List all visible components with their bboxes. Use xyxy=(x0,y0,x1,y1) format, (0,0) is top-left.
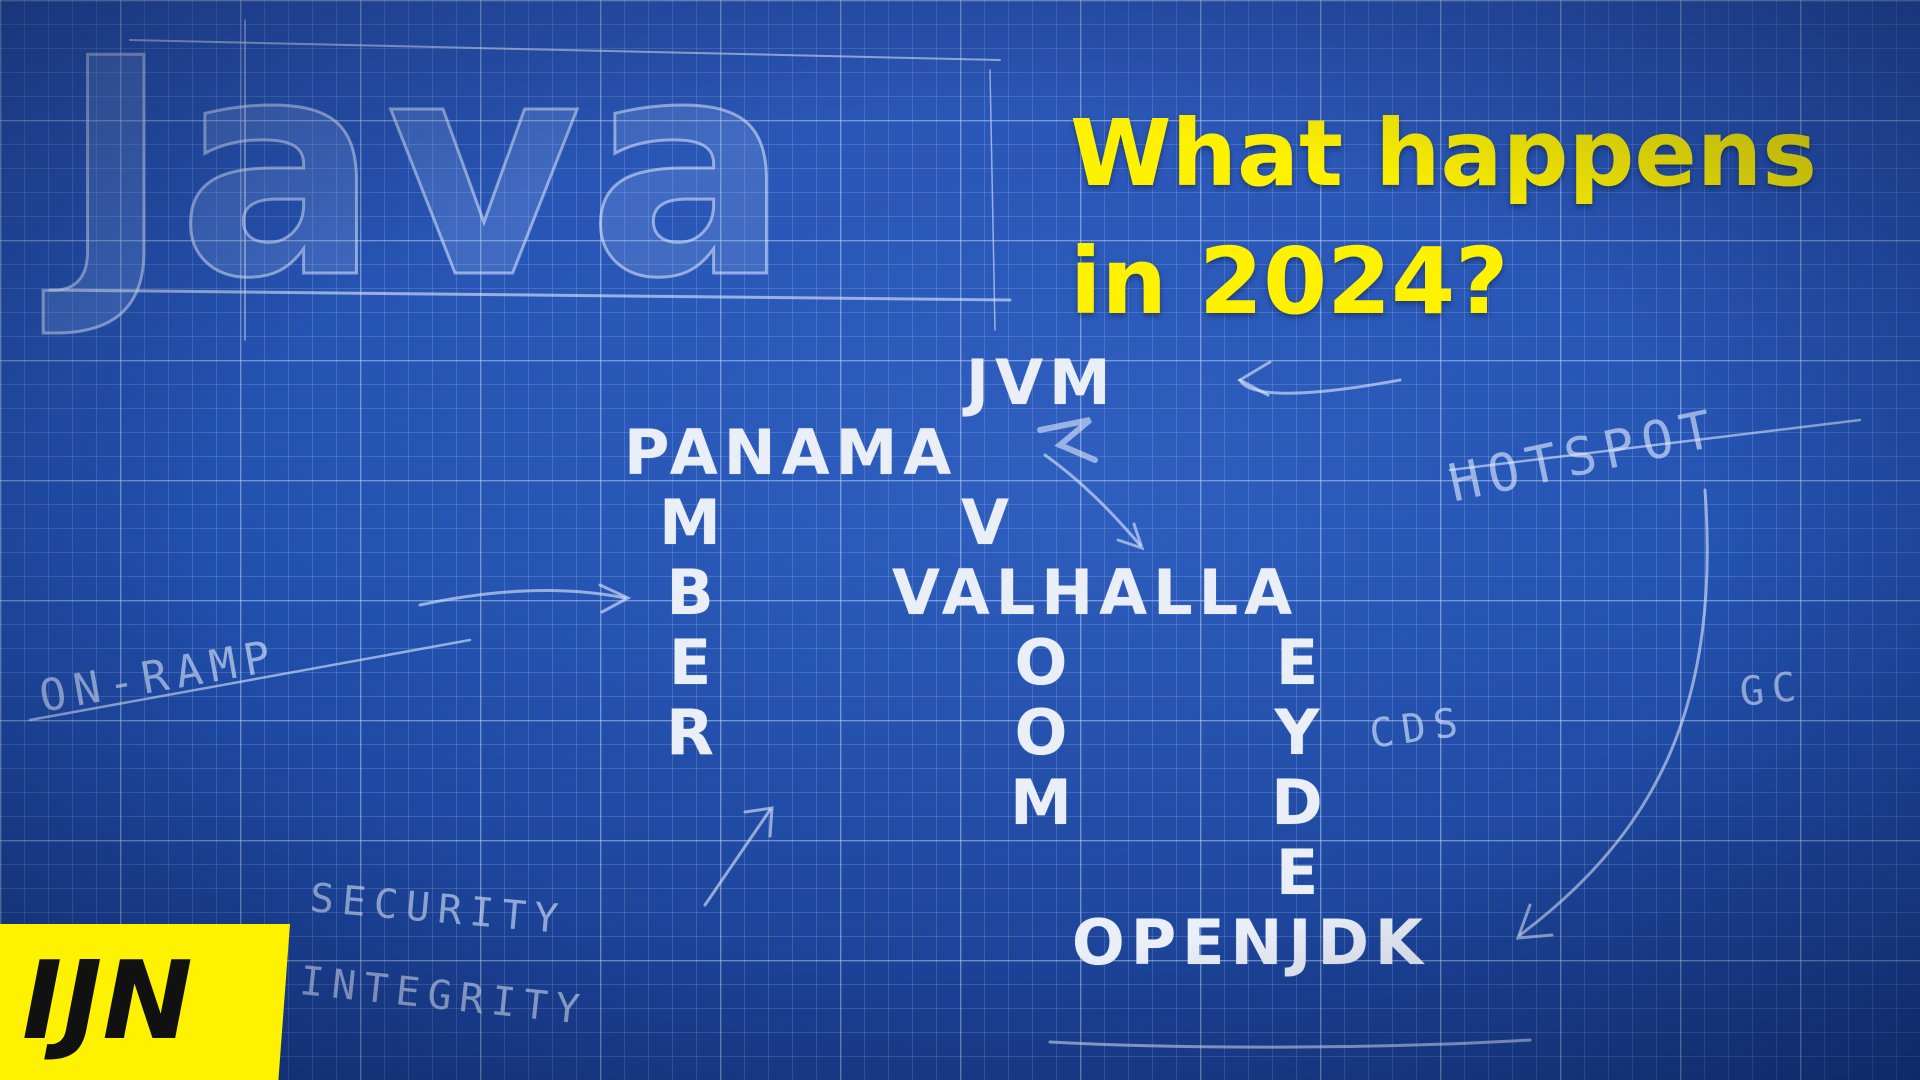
annotation-integrity: INTEGRITY xyxy=(297,958,590,1035)
word-panama: PANAMA xyxy=(624,416,958,489)
openjdk-arc xyxy=(1518,488,1709,937)
sketch-arrowhead xyxy=(1116,522,1145,551)
word-amber-tail: M B E R xyxy=(659,488,721,768)
annotation-on-ramp: ON-RAMP xyxy=(35,630,283,723)
amber-letter: R xyxy=(666,696,714,769)
word-valhalla: VALHALLA xyxy=(892,556,1299,629)
headline: What happens in 2024? xyxy=(1070,90,1817,346)
sketch-arrow xyxy=(1043,453,1142,547)
annotation-cds: CDS xyxy=(1366,698,1469,758)
on-ramp-arrowhead xyxy=(598,583,632,614)
word-jvm: JVM xyxy=(966,346,1117,419)
ijn-badge: IJN xyxy=(0,924,290,1080)
word-leyden-tail: E Y D E xyxy=(1266,628,1328,908)
word-java-tail: V xyxy=(954,488,1016,558)
java-sketch-logo: Java xyxy=(58,0,797,344)
amber-letter: E xyxy=(668,626,712,699)
openjdk-arc-head xyxy=(1515,903,1554,940)
annotation-gc: GC xyxy=(1737,663,1807,716)
ijn-badge-label: IJN xyxy=(22,939,193,1064)
leyden-letter: D xyxy=(1271,766,1323,839)
openjdk-underline xyxy=(1048,1038,1532,1049)
headline-line-1: What happens xyxy=(1070,100,1818,207)
java-letter: V xyxy=(961,486,1009,559)
security-arrowhead xyxy=(743,806,774,838)
leyden-letter: E xyxy=(1275,836,1319,909)
loom-letter: O xyxy=(1014,626,1068,699)
annotation-security: SECURITY xyxy=(307,875,568,944)
security-arrow xyxy=(703,808,772,907)
loom-letter: O xyxy=(1014,696,1068,769)
leyden-letter: Y xyxy=(1274,696,1320,769)
hotspot-arrow xyxy=(1238,378,1402,395)
amber-letter: M xyxy=(659,486,721,559)
on-ramp-arrow xyxy=(418,589,627,607)
amber-letter: B xyxy=(666,556,714,629)
word-openjdk: OPENJDK xyxy=(1072,906,1429,979)
headline-line-2: in 2024? xyxy=(1070,228,1509,335)
word-loom-tail: O O M xyxy=(1010,628,1072,838)
scribble xyxy=(1037,417,1098,463)
hotspot-arrowhead xyxy=(1236,360,1272,397)
annotation-hotspot: HOTSPOT xyxy=(1443,398,1726,515)
loom-letter: M xyxy=(1010,766,1072,839)
leyden-letter: E xyxy=(1275,626,1319,699)
construction-line xyxy=(989,69,996,331)
